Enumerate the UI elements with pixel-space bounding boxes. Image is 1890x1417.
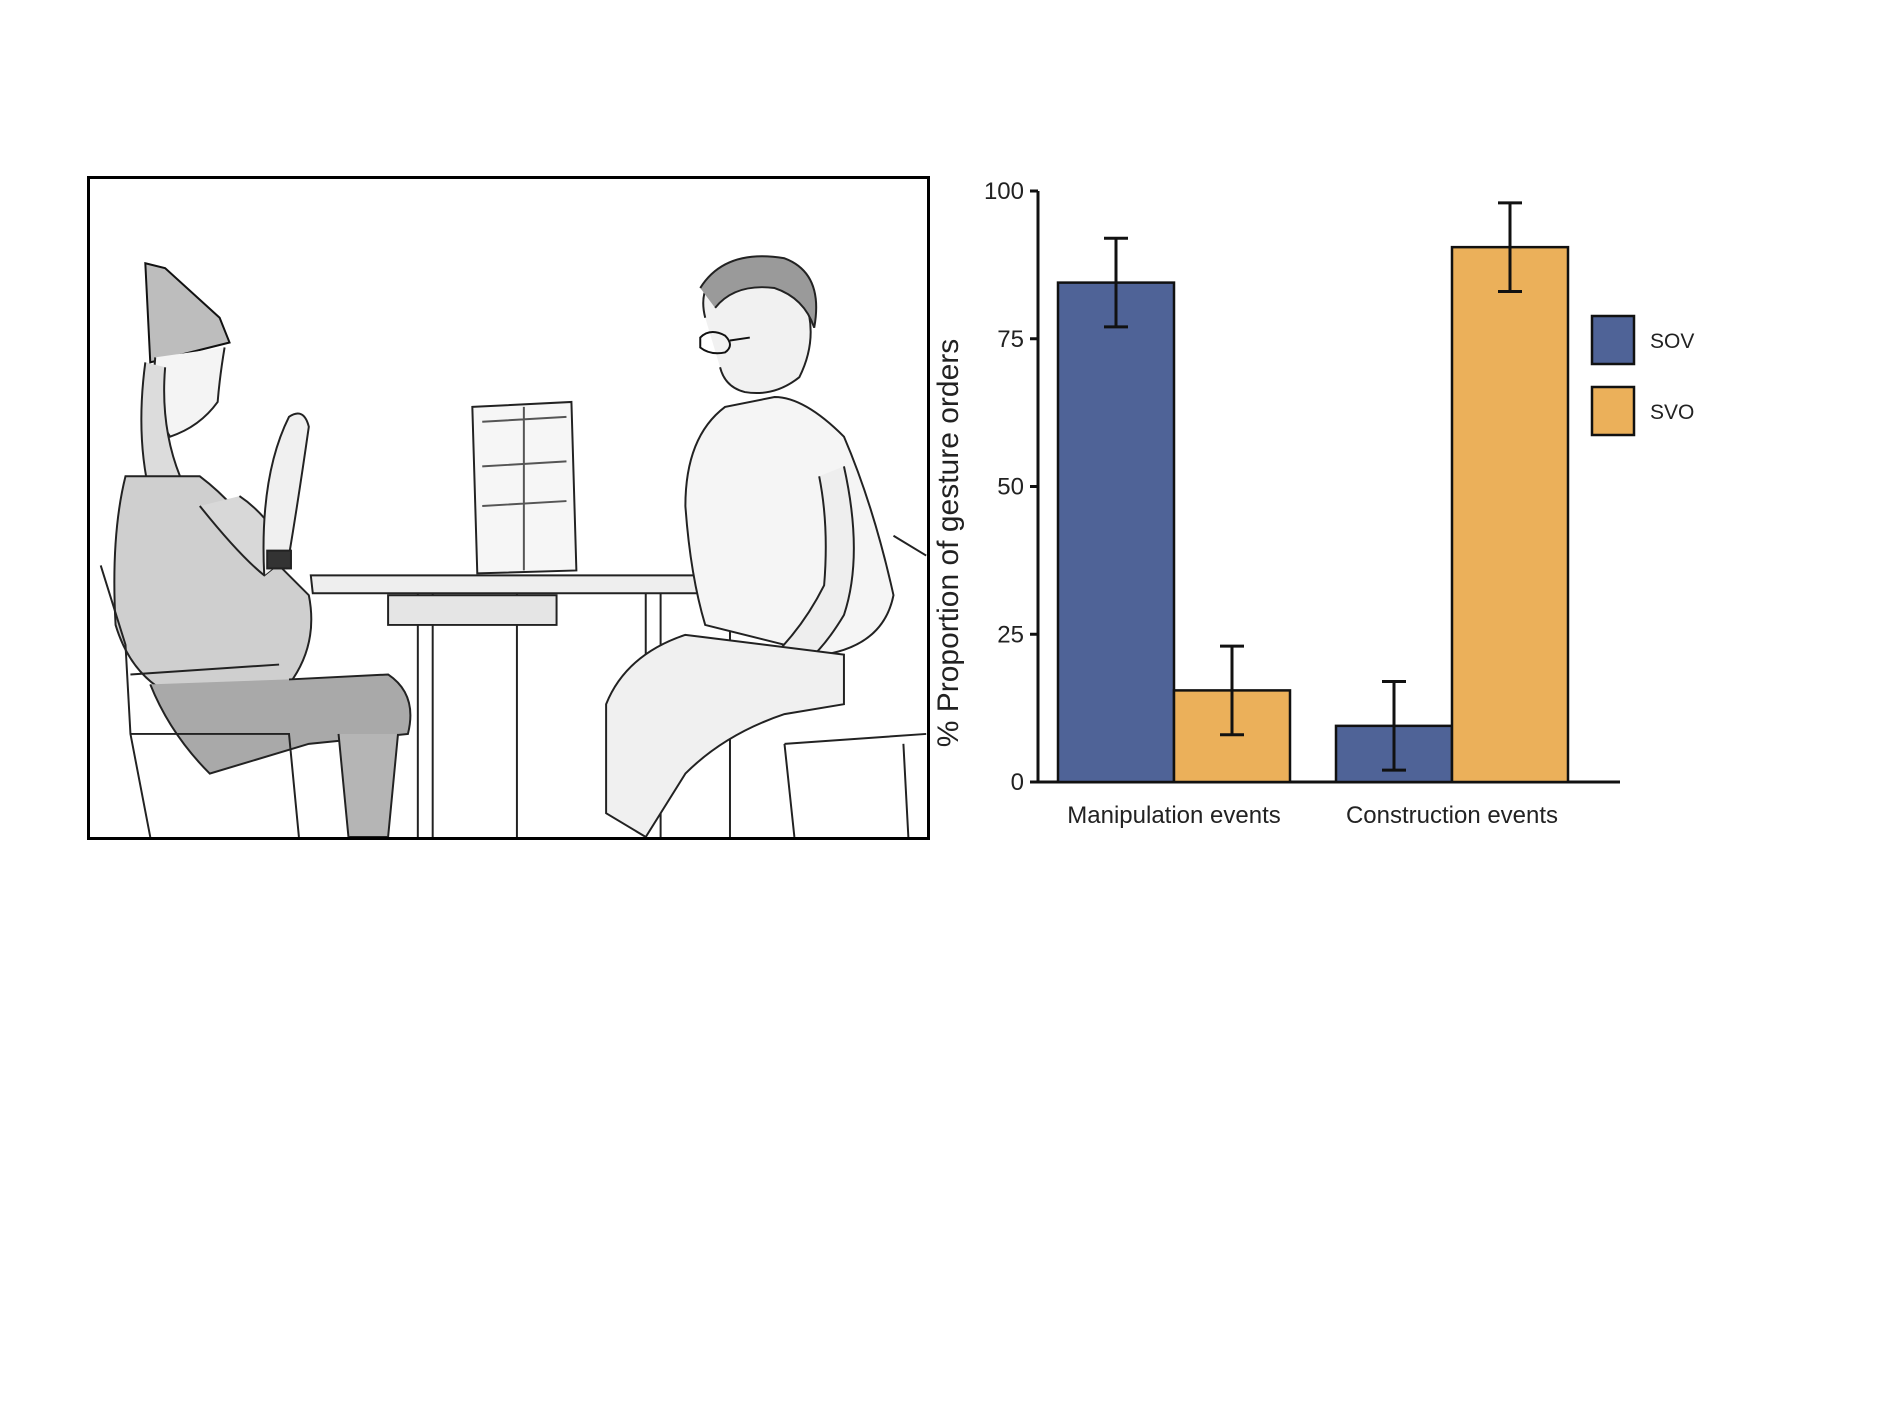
y-axis-title: % Proportion of gesture orders [932, 339, 965, 748]
bar-chart-svg: 0 25 50 75 100 Manipulation events Constructio… [900, 150, 1800, 870]
y-tick-label: 25 [997, 621, 1024, 648]
bar-sov-0 [1058, 283, 1174, 782]
y-tick-label: 75 [997, 326, 1024, 353]
legend-swatch-svo [1592, 387, 1634, 435]
legend-label-sov: SOV [1650, 330, 1694, 353]
y-tick-label: 100 [984, 178, 1024, 205]
legend-label-svo: SVO [1650, 401, 1694, 424]
y-tick-label: 0 [1011, 769, 1024, 796]
legend: SOV SVO [1592, 316, 1694, 435]
participants-photo [87, 176, 930, 840]
participants-sketch [90, 179, 927, 837]
gesture-order-chart: 0 25 50 75 100 Manipulation events Constructio… [900, 150, 1800, 870]
bar-svo-1 [1452, 247, 1568, 782]
bars [1058, 247, 1568, 782]
legend-swatch-sov [1592, 316, 1634, 364]
x-category-label: Manipulation events [1067, 802, 1280, 829]
x-category-label: Construction events [1346, 802, 1558, 829]
y-tick-label: 50 [997, 474, 1024, 501]
